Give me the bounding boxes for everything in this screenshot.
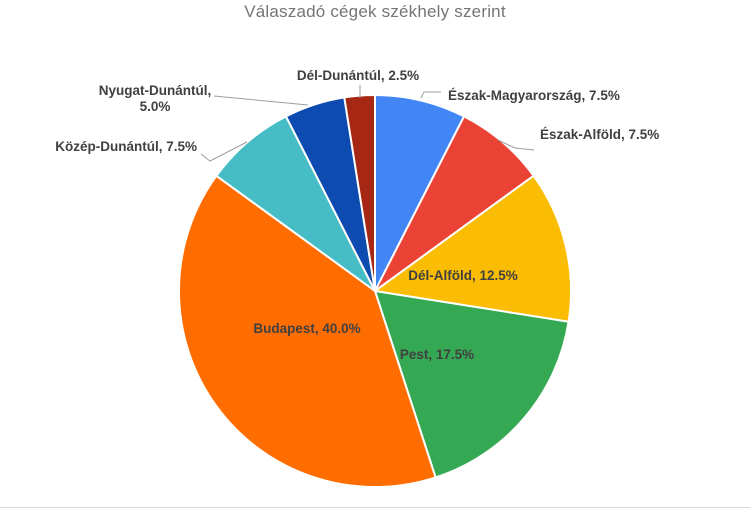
leader-line-eszak-magyarorszag	[420, 91, 441, 99]
slice-label-eszak-magyarorszag: Észak-Magyarország, 7.5%	[448, 88, 620, 103]
slice-label-nyugat-dunantul-line1: Nyugat-Dunántúl,	[99, 83, 212, 98]
slice-label-del-alfold: Dél-Alföld, 12.5%	[408, 268, 518, 283]
slice-label-del-dunantul: Dél-Dunántúl, 2.5%	[297, 68, 419, 83]
leader-line-nyugat-dunantul	[213, 95, 309, 106]
footer-divider	[0, 507, 750, 508]
slice-label-nyugat-dunantul-line2: 5.0%	[140, 99, 171, 114]
slice-label-kozep-dunantul: Közép-Dunántúl, 7.5%	[55, 139, 197, 154]
leader-line-kozep-dunantul	[200, 141, 248, 162]
pie-slice-pest[interactable]	[374, 290, 570, 479]
slice-label-budapest: Budapest, 40.0%	[253, 321, 360, 336]
pie-slice-budapest[interactable]	[177, 174, 437, 488]
chart-title: Válaszadó cégek székhely szerint	[244, 2, 506, 21]
slice-label-eszak-alfold: Észak-Alföld, 7.5%	[540, 127, 659, 142]
pie-slice-del-alfold[interactable]	[374, 174, 573, 323]
leader-line-eszak-alfold	[497, 139, 535, 151]
slice-label-pest: Pest, 17.5%	[400, 347, 474, 362]
